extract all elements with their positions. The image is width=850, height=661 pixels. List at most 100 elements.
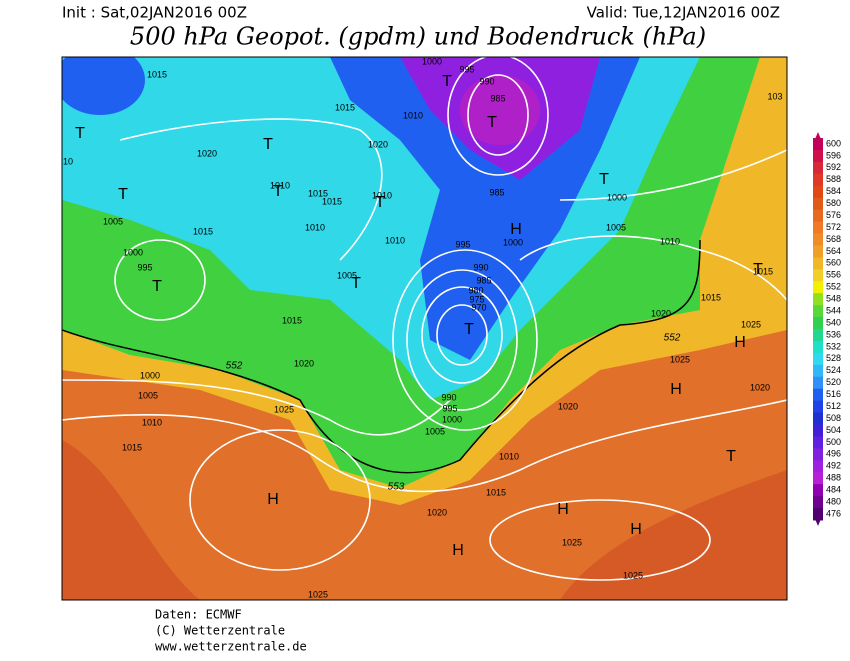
- height-label: 553: [388, 482, 405, 493]
- colorbar-swatch: [813, 448, 823, 461]
- isobar-label: 10: [63, 156, 73, 166]
- colorbar-label: 484: [826, 485, 841, 495]
- colorbar-swatch: [813, 293, 823, 306]
- pressure-center: H: [734, 334, 746, 351]
- isobar-label: 995: [459, 64, 474, 74]
- isobar-label: 1020: [651, 308, 671, 318]
- isobar-label: 1000: [422, 56, 442, 66]
- colorbar-label: 532: [826, 341, 841, 351]
- isobar-label: 975: [469, 294, 484, 304]
- colorbar-label: 548: [826, 294, 841, 304]
- colorbar-swatch: [813, 173, 823, 187]
- colorbar-label: 564: [826, 246, 841, 256]
- colorbar-label: 596: [826, 150, 841, 160]
- height-label: 552: [226, 361, 243, 372]
- pressure-center: T: [351, 275, 361, 292]
- isobar-label: 1005: [138, 390, 158, 400]
- isobar-label: 1015: [753, 266, 773, 276]
- colorbar: 600 596 592 588 584 580 576 572 568 564 560 556 552 5…: [813, 132, 841, 526]
- isobar-label: 1015: [308, 188, 328, 198]
- colorbar-swatch: [813, 281, 823, 294]
- isobar: [392, 249, 538, 431]
- isobar: [489, 499, 711, 581]
- footer-url: www.wetterzentrale.de: [155, 640, 307, 654]
- isobar-label: 1015: [322, 196, 342, 206]
- isobar-label: 1010: [660, 236, 680, 246]
- colorbar-swatch: [813, 424, 823, 437]
- isobar-label: 1005: [425, 426, 445, 436]
- colorbar-label: 580: [826, 198, 841, 208]
- pressure-center: T: [726, 448, 736, 465]
- isobar-label: 1015: [335, 102, 355, 112]
- colorbar-swatch: [813, 412, 823, 425]
- colorbar-swatch: [813, 340, 823, 354]
- isobar-label: 985: [489, 187, 504, 197]
- pressure-center: T: [75, 125, 85, 142]
- colorbar-arrow: [813, 514, 823, 526]
- isobar: [467, 74, 529, 156]
- pressure-center: H: [267, 491, 279, 508]
- pressure-center: T: [273, 183, 283, 200]
- isobar-label: 1025: [562, 537, 582, 547]
- valid-time: Valid: Tue,12JAN2016 00Z: [587, 4, 780, 22]
- colorbar-swatch: [813, 388, 823, 402]
- isobar-label: 1010: [372, 190, 392, 200]
- colorbar-label: 568: [826, 234, 841, 244]
- colorbar-swatch: [813, 185, 823, 199]
- colorbar-swatch: [813, 138, 823, 151]
- colorbar-label: 520: [826, 377, 841, 387]
- colorbar-swatch: [813, 209, 823, 223]
- isobar: [114, 239, 206, 321]
- isobar-label: 995: [455, 239, 470, 249]
- colorbar-label: 536: [826, 329, 841, 339]
- field-red: [560, 470, 787, 600]
- isobar-label: 1005: [606, 222, 626, 232]
- field-blue: [62, 57, 145, 115]
- isobar-label: 1025: [274, 404, 294, 414]
- pressure-center: T: [487, 114, 497, 131]
- isobar: [62, 379, 451, 436]
- colorbar-label: 504: [826, 425, 841, 435]
- isobar-label: 1000: [123, 247, 143, 257]
- isobar-label: 970: [471, 302, 486, 312]
- isobar-label: 990: [473, 262, 488, 272]
- colorbar-label: 592: [826, 162, 841, 172]
- isobar-label: 1025: [308, 589, 328, 599]
- map-frame: [61, 56, 788, 601]
- colorbar-swatch: [813, 364, 823, 378]
- colorbar-swatch: [813, 317, 823, 330]
- colorbar-label: 480: [826, 496, 841, 506]
- isobar: [406, 269, 518, 411]
- colorbar-swatch: [813, 376, 823, 390]
- isobar-label: 1015: [193, 226, 213, 236]
- height-contour: [62, 239, 701, 474]
- isobar-label: 1000: [140, 370, 160, 380]
- pressure-center: H: [630, 521, 642, 538]
- isobar-label: 1015: [701, 292, 721, 302]
- isobar-label: 1015: [282, 315, 302, 325]
- isobar: [421, 286, 503, 384]
- field-red: [62, 440, 200, 600]
- field-magenta: [460, 75, 540, 145]
- colorbar-label: 572: [826, 222, 841, 232]
- isobar-label: 1010: [499, 451, 519, 461]
- isobar: [519, 235, 787, 301]
- colorbar-swatch: [813, 436, 823, 449]
- isobar-label: 1020: [750, 382, 770, 392]
- isobar-label: 990: [441, 392, 456, 402]
- isobar-label: 1015: [122, 442, 142, 452]
- colorbar-swatch: [813, 484, 823, 497]
- colorbar-swatch: [813, 352, 823, 366]
- pressure-center: H: [557, 501, 569, 518]
- colorbar-swatch: [813, 233, 823, 246]
- isobar-label: 1020: [197, 148, 217, 158]
- pressure-center: H: [670, 381, 682, 398]
- isobar-label: 1015: [486, 487, 506, 497]
- isobar-label: 1000: [442, 414, 462, 424]
- height-label: 552: [664, 333, 681, 344]
- isobar-label: 985: [476, 275, 491, 285]
- isobar-label: 1000: [607, 192, 627, 202]
- colorbar-swatch: [813, 257, 823, 270]
- pressure-center: H: [452, 542, 464, 559]
